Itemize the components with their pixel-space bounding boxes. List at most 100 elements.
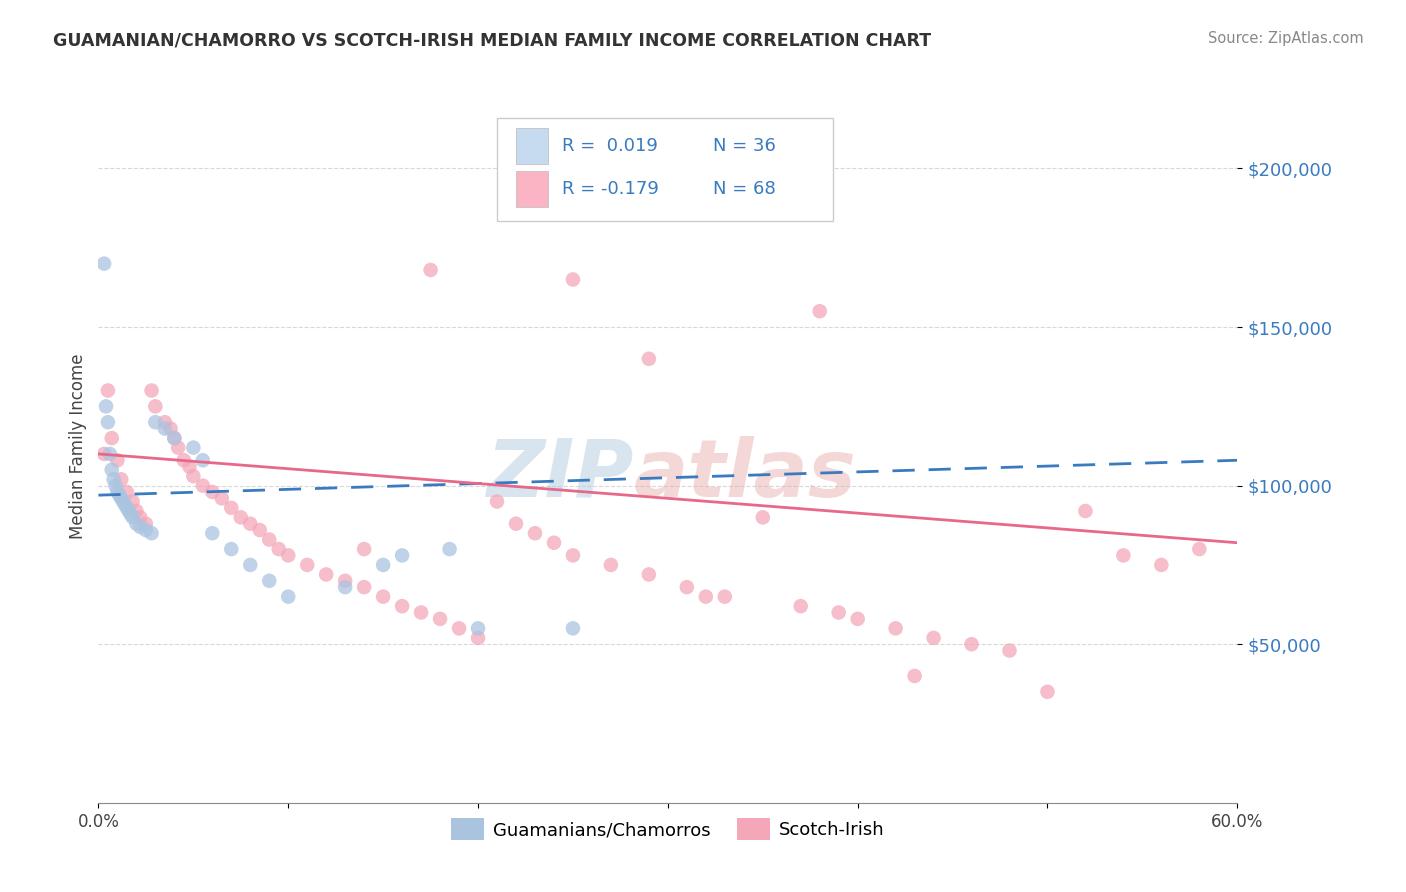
Point: [239, 516, 262, 531]
Point: [97, 415, 120, 429]
Point: [107, 453, 129, 467]
Point: [277, 590, 299, 604]
Point: [960, 637, 983, 651]
Text: N = 68: N = 68: [713, 180, 776, 198]
Point: [259, 533, 281, 547]
Point: [411, 606, 433, 620]
Point: [93, 447, 115, 461]
Point: [297, 558, 319, 572]
Point: [486, 494, 509, 508]
Point: [638, 351, 661, 366]
Point: [125, 516, 148, 531]
Point: [112, 494, 135, 508]
Text: GUAMANIAN/CHAMORRO VS SCOTCH-IRISH MEDIAN FAMILY INCOME CORRELATION CHART: GUAMANIAN/CHAMORRO VS SCOTCH-IRISH MEDIA…: [53, 31, 932, 49]
Point: [145, 415, 167, 429]
Point: [97, 384, 120, 398]
Point: [562, 549, 585, 563]
Point: [335, 580, 357, 594]
Point: [114, 498, 136, 512]
Point: [167, 441, 190, 455]
Point: [904, 669, 927, 683]
Point: [353, 580, 375, 594]
Point: [141, 384, 163, 398]
Point: [752, 510, 775, 524]
Point: [221, 542, 243, 557]
Point: [638, 567, 661, 582]
Point: [828, 606, 851, 620]
Legend: Guamanians/Chamorros, Scotch-Irish: Guamanians/Chamorros, Scotch-Irish: [444, 811, 891, 847]
Point: [562, 272, 585, 286]
Point: [676, 580, 699, 594]
Point: [121, 494, 143, 508]
Point: [524, 526, 547, 541]
Point: [100, 463, 122, 477]
Point: [183, 441, 205, 455]
Point: [191, 453, 214, 467]
Text: R = -0.179: R = -0.179: [562, 180, 659, 198]
Text: Source: ZipAtlas.com: Source: ZipAtlas.com: [1208, 31, 1364, 46]
Point: [120, 507, 142, 521]
Point: [110, 472, 132, 486]
Point: [94, 400, 117, 414]
Point: [173, 453, 195, 467]
Point: [922, 631, 945, 645]
Point: [259, 574, 281, 588]
Text: N = 36: N = 36: [713, 137, 776, 155]
Point: [419, 263, 441, 277]
Point: [1036, 685, 1059, 699]
Point: [239, 558, 262, 572]
Point: [145, 400, 167, 414]
Point: [115, 485, 138, 500]
Point: [118, 504, 141, 518]
Point: [159, 421, 181, 435]
Point: [211, 491, 233, 506]
Point: [153, 415, 176, 429]
Point: [201, 526, 224, 541]
Text: R =  0.019: R = 0.019: [562, 137, 658, 155]
Point: [790, 599, 813, 614]
Point: [1112, 549, 1135, 563]
Point: [353, 542, 375, 557]
Point: [505, 516, 527, 531]
Point: [1188, 542, 1211, 557]
Point: [129, 510, 152, 524]
Point: [1150, 558, 1173, 572]
Point: [277, 549, 299, 563]
Point: [121, 510, 143, 524]
Point: [695, 590, 717, 604]
Point: [371, 590, 394, 604]
Point: [135, 523, 157, 537]
Point: [135, 516, 157, 531]
Point: [93, 257, 115, 271]
Point: [179, 459, 201, 474]
Point: [315, 567, 337, 582]
Point: [163, 431, 186, 445]
FancyBboxPatch shape: [498, 118, 832, 221]
Y-axis label: Median Family Income: Median Family Income: [69, 353, 87, 539]
Text: atlas: atlas: [634, 435, 856, 514]
Point: [107, 485, 129, 500]
Point: [98, 447, 121, 461]
Point: [846, 612, 869, 626]
Point: [104, 478, 127, 492]
Point: [600, 558, 623, 572]
Point: [108, 488, 131, 502]
Point: [125, 504, 148, 518]
Point: [562, 621, 585, 635]
Point: [201, 485, 224, 500]
Point: [267, 542, 290, 557]
Point: [141, 526, 163, 541]
Point: [249, 523, 271, 537]
Point: [221, 500, 243, 515]
FancyBboxPatch shape: [516, 128, 548, 164]
Point: [115, 500, 138, 515]
Point: [153, 421, 176, 435]
Point: [391, 549, 413, 563]
Point: [335, 574, 357, 588]
Point: [129, 520, 152, 534]
Point: [808, 304, 831, 318]
Point: [191, 478, 214, 492]
Point: [543, 535, 565, 549]
Point: [391, 599, 413, 614]
Point: [229, 510, 252, 524]
